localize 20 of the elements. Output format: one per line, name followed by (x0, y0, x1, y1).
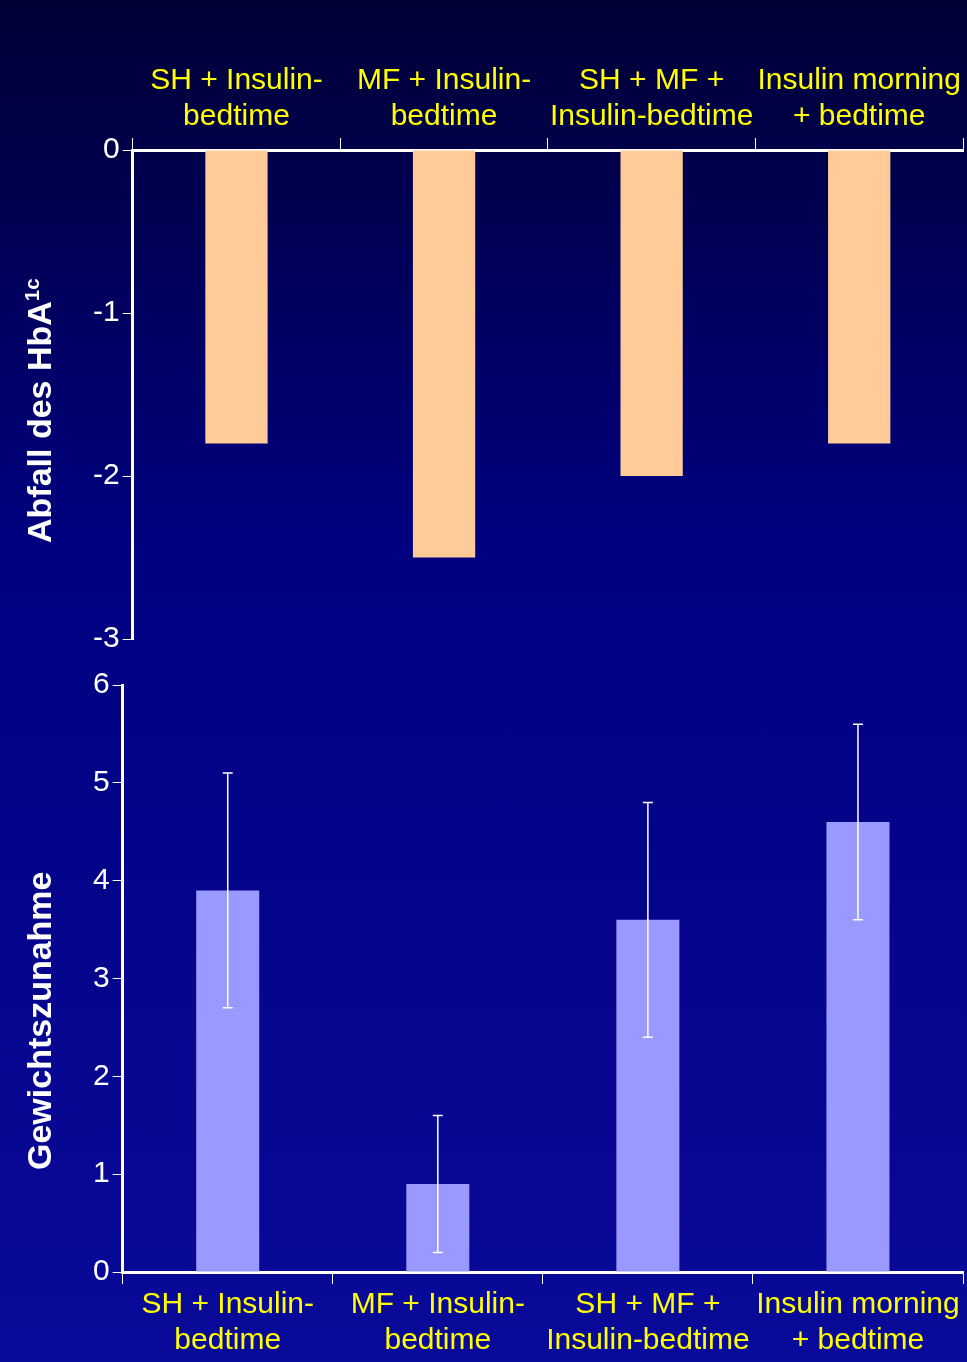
y-tick-label: -3 (92, 620, 120, 654)
x-tick-label: SH + Insulin-bedtime (150, 62, 323, 132)
x-tick-label: SH + MF + Insulin-bedtime (549, 62, 754, 132)
y-tick-label: 0 (93, 1253, 110, 1287)
y-axis-title: Gewichtszunahme (20, 870, 59, 1170)
x-tick-label: MF + Insulin-bedtime (356, 62, 532, 132)
y-tick-label: 0 (102, 131, 120, 165)
y-tick-label: 6 (93, 666, 110, 700)
x-tick-label: Insulin morning + bedtime (757, 62, 961, 132)
x-tick-label: MF + Insulin-bedtime (350, 1286, 525, 1356)
x-tick-label: Insulin morning + bedtime (756, 1286, 960, 1356)
y-tick-label: 4 (93, 861, 110, 895)
y-tick-label: -2 (92, 457, 120, 491)
x-tick-label: SH + MF + Insulin-bedtime (546, 1286, 750, 1356)
y-tick-label: 3 (93, 959, 110, 993)
y-tick-label: 2 (93, 1057, 110, 1091)
y-tick-label: -1 (92, 294, 120, 328)
y-tick-label: 1 (93, 1155, 110, 1189)
x-tick-label: SH + Insulin-bedtime (141, 1286, 315, 1356)
y-tick-label: 5 (93, 764, 110, 798)
